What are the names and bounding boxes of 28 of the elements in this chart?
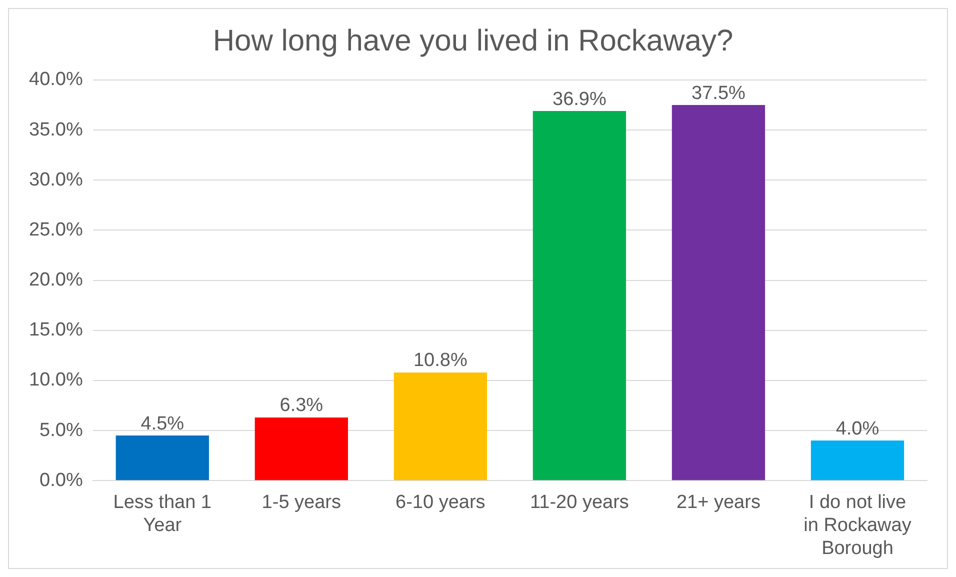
x-tick-label: Less than 1 Year [113,492,212,536]
y-tick-label: 25.0% [29,219,83,240]
x-tick-label: 6-10 years [396,492,486,514]
data-label: 36.9% [552,88,606,110]
y-tick-label: 30.0% [29,169,83,190]
bar [394,372,487,480]
y-tick-label: 5.0% [40,420,83,441]
data-label: 37.5% [692,82,746,104]
y-tick-label: 40.0% [29,69,83,90]
chart-title: How long have you lived in Rockaway? [212,24,734,58]
data-label: 4.0% [836,418,880,440]
data-label: 4.5% [140,413,184,434]
x-tick-label: 11-20 years [530,492,629,514]
y-tick-label: 20.0% [29,270,83,291]
data-label: 10.8% [413,350,468,372]
bar [254,418,348,480]
bar [810,440,904,480]
y-tick-label: 35.0% [29,119,83,140]
x-tick-label: I do not live in Rockaway Borough [804,492,912,559]
bar [532,111,626,480]
bar [672,105,766,480]
x-tick-label: 1-5 years [262,492,342,514]
x-tick-label: 21+ years [676,492,760,514]
data-label: 6.3% [280,395,324,416]
y-tick-label: 15.0% [29,320,83,341]
y-tick-label: 10.0% [29,370,83,391]
bar [116,436,209,480]
y-tick-label: 0.0% [40,470,83,491]
